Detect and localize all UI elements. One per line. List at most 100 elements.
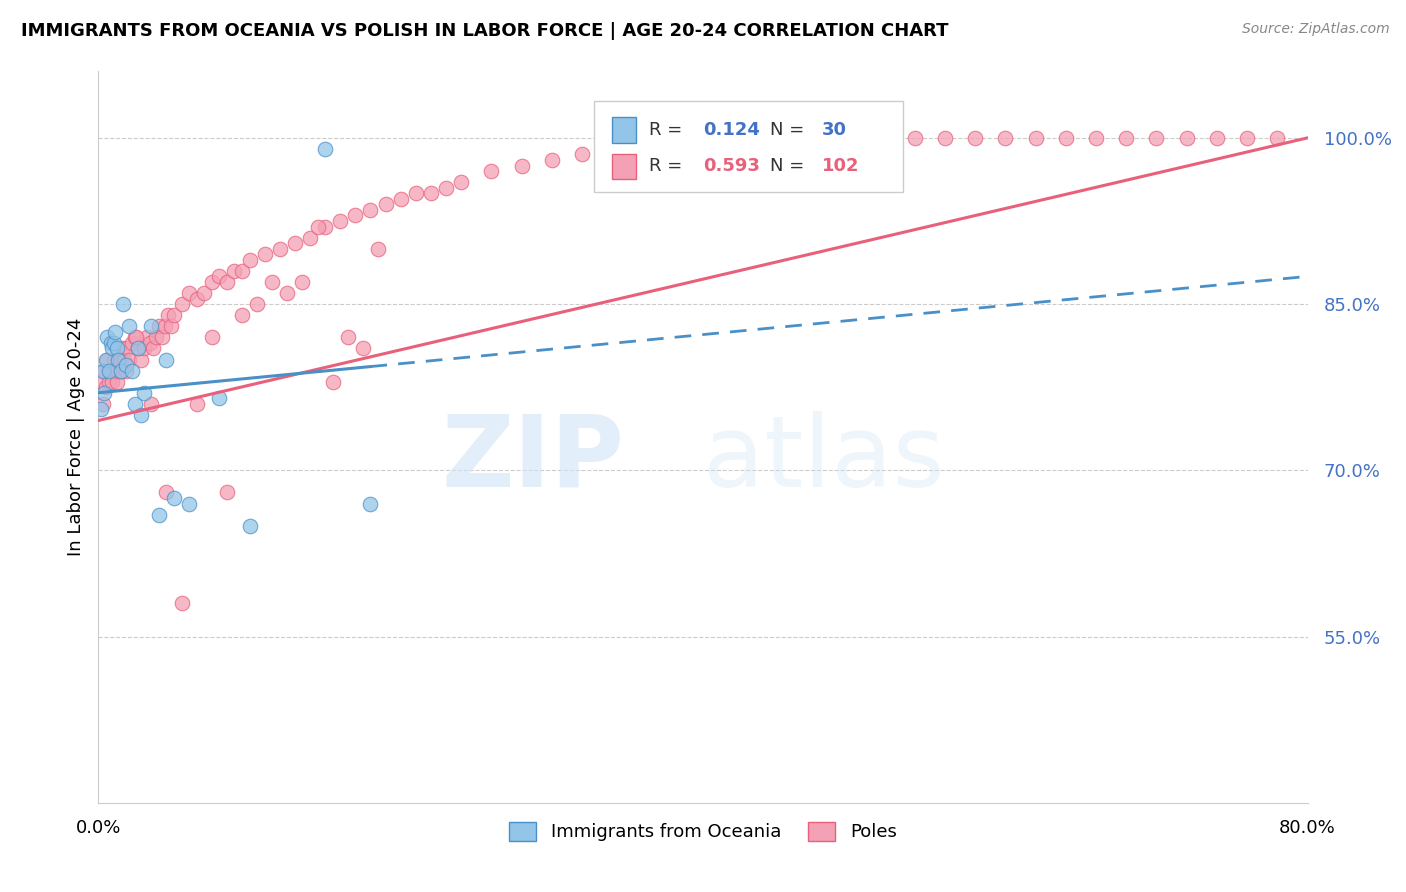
Point xyxy=(215,485,238,500)
Point xyxy=(246,297,269,311)
Point xyxy=(299,230,322,244)
Point xyxy=(374,197,396,211)
Point xyxy=(201,330,224,344)
Point xyxy=(91,397,114,411)
Point xyxy=(153,319,176,334)
Point xyxy=(139,335,162,350)
Point xyxy=(208,269,231,284)
Point xyxy=(98,375,121,389)
Text: ZIP: ZIP xyxy=(441,410,624,508)
Point xyxy=(186,397,208,411)
Point xyxy=(148,508,170,522)
Point xyxy=(420,186,443,201)
Point xyxy=(314,142,336,156)
Point xyxy=(344,209,367,223)
Point xyxy=(111,297,134,311)
Point xyxy=(148,319,170,334)
Point xyxy=(844,131,866,145)
Point xyxy=(692,131,714,145)
Point xyxy=(284,236,307,251)
Point xyxy=(156,308,179,322)
Point xyxy=(121,335,143,350)
Point xyxy=(389,192,412,206)
Point xyxy=(94,352,117,367)
Point xyxy=(367,242,389,256)
Point xyxy=(360,202,382,217)
Point xyxy=(142,342,165,356)
Y-axis label: In Labor Force | Age 20-24: In Labor Force | Age 20-24 xyxy=(66,318,84,557)
Text: N =: N = xyxy=(769,158,810,176)
Point xyxy=(100,363,122,377)
Text: atlas: atlas xyxy=(703,410,945,508)
Point xyxy=(405,186,427,201)
Point xyxy=(107,363,129,377)
Point xyxy=(145,330,167,344)
Point xyxy=(186,292,208,306)
Point xyxy=(107,352,129,367)
Point xyxy=(783,131,806,145)
Point xyxy=(224,264,246,278)
Text: R =: R = xyxy=(648,121,688,139)
FancyBboxPatch shape xyxy=(595,101,903,192)
Text: IMMIGRANTS FROM OCEANIA VS POLISH IN LABOR FORCE | AGE 20-24 CORRELATION CHART: IMMIGRANTS FROM OCEANIA VS POLISH IN LAB… xyxy=(21,22,949,40)
Point xyxy=(481,164,503,178)
Point xyxy=(93,385,115,400)
Point xyxy=(96,352,118,367)
Point xyxy=(179,497,201,511)
Point xyxy=(179,285,201,300)
Point xyxy=(114,363,136,377)
Point xyxy=(1024,131,1046,145)
Point xyxy=(1144,131,1167,145)
Point xyxy=(239,518,262,533)
Point xyxy=(124,397,146,411)
Point xyxy=(155,485,177,500)
Point xyxy=(661,136,683,151)
Point xyxy=(170,297,193,311)
Point xyxy=(360,497,382,511)
Point xyxy=(141,319,163,334)
Point xyxy=(118,319,141,334)
Point xyxy=(329,214,352,228)
Point xyxy=(160,319,183,334)
Point xyxy=(108,352,131,367)
Bar xyxy=(613,153,637,179)
Point xyxy=(100,335,122,350)
Point xyxy=(934,131,956,145)
Point xyxy=(104,363,127,377)
Point xyxy=(1206,131,1229,145)
Point xyxy=(434,180,457,194)
Point xyxy=(104,325,127,339)
Point xyxy=(141,397,163,411)
Point xyxy=(193,285,215,300)
Point xyxy=(110,363,132,377)
Point xyxy=(352,342,374,356)
Point xyxy=(1175,131,1198,145)
Text: Source: ZipAtlas.com: Source: ZipAtlas.com xyxy=(1241,22,1389,37)
Text: 30: 30 xyxy=(821,121,846,139)
Point xyxy=(873,131,896,145)
Point xyxy=(723,131,745,145)
Point xyxy=(98,363,121,377)
Point xyxy=(124,330,146,344)
Point xyxy=(276,285,298,300)
Point xyxy=(262,275,284,289)
Point xyxy=(307,219,329,234)
Point xyxy=(94,380,117,394)
Point xyxy=(269,242,291,256)
Point xyxy=(101,375,124,389)
Point xyxy=(103,352,125,367)
Point xyxy=(96,330,118,344)
Point xyxy=(129,352,152,367)
Point xyxy=(540,153,562,167)
Point xyxy=(105,342,128,356)
Bar xyxy=(613,117,637,143)
Point xyxy=(904,131,927,145)
Point xyxy=(118,352,141,367)
Point xyxy=(1085,131,1108,145)
Point xyxy=(127,342,149,356)
Point xyxy=(1115,131,1137,145)
Point xyxy=(813,131,835,145)
Point xyxy=(450,175,472,189)
Point xyxy=(510,159,533,173)
Point xyxy=(314,219,336,234)
